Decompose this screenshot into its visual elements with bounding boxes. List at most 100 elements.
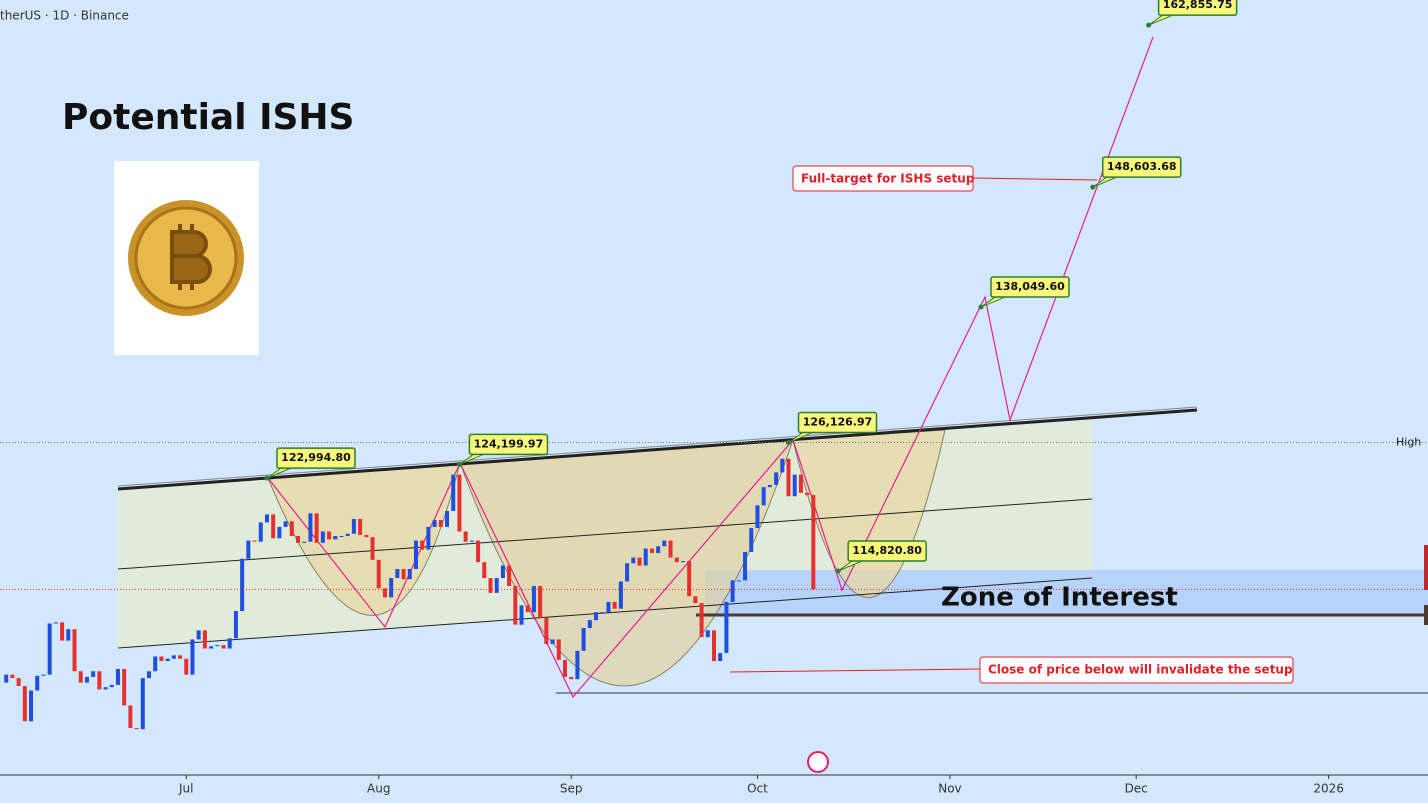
candle <box>730 580 735 602</box>
candle <box>147 671 152 679</box>
channel-mid <box>117 498 1093 570</box>
candle <box>699 603 704 638</box>
candle <box>60 622 65 641</box>
chart-title: Potential ISHS <box>62 97 354 138</box>
candle <box>519 605 524 625</box>
candle <box>227 638 232 649</box>
candle <box>445 511 450 527</box>
candle <box>358 518 363 535</box>
candle <box>122 668 127 706</box>
candle <box>382 588 387 598</box>
candle <box>84 676 89 683</box>
candle <box>308 513 313 542</box>
candle <box>420 540 425 550</box>
candle <box>780 458 785 473</box>
candle <box>47 623 52 675</box>
candle <box>600 612 605 614</box>
candle <box>693 596 698 604</box>
candle <box>494 578 499 593</box>
zone-label: Zone of Interest <box>941 583 1178 613</box>
candle <box>507 565 512 587</box>
candle <box>544 617 549 644</box>
price-label: 162,855.75 <box>1163 0 1233 11</box>
candle <box>500 565 505 579</box>
candle <box>178 655 183 659</box>
note-box <box>979 656 1294 684</box>
candle <box>202 630 207 649</box>
candle <box>140 678 145 730</box>
candle <box>271 514 276 539</box>
candle <box>109 684 114 688</box>
symbol-label: therUS · 1D · Binance <box>0 9 129 23</box>
candle <box>482 562 487 579</box>
candle <box>215 645 220 647</box>
price-label: 122,994.80 <box>281 451 351 464</box>
candle <box>339 536 344 538</box>
candle <box>115 668 120 685</box>
label-box <box>797 411 878 434</box>
candle <box>29 690 34 722</box>
label-box <box>1157 0 1238 16</box>
candle <box>277 526 282 539</box>
invalid-connector <box>729 668 981 673</box>
x-tick-label: Nov <box>938 782 961 796</box>
candle <box>569 676 574 680</box>
price-label: 138,049.60 <box>995 280 1065 293</box>
coin-symbol <box>170 224 212 290</box>
candle <box>327 531 332 540</box>
high-label: High <box>1396 436 1421 449</box>
candle <box>314 513 319 543</box>
candle <box>351 518 356 534</box>
target-connector <box>972 177 1098 181</box>
candle <box>531 586 536 613</box>
candle <box>407 568 412 580</box>
candle <box>581 628 586 651</box>
candle <box>345 533 350 537</box>
candle <box>618 581 623 609</box>
candle <box>798 474 803 493</box>
candle <box>724 601 729 654</box>
candle <box>190 639 195 675</box>
zone-rect <box>705 570 1428 615</box>
candle <box>97 671 102 690</box>
candle <box>283 521 288 527</box>
candle <box>153 656 158 672</box>
x-tick-label: Sep <box>560 782 583 796</box>
candle <box>333 536 338 540</box>
candle <box>159 656 164 662</box>
label-box <box>468 433 549 456</box>
candle <box>128 705 133 729</box>
candle <box>134 728 139 730</box>
label-box <box>847 540 927 562</box>
x-tick-label: Aug <box>367 782 390 796</box>
candle <box>53 622 58 624</box>
candle <box>625 563 630 582</box>
candle <box>687 561 692 597</box>
candle <box>22 686 27 722</box>
candle <box>656 546 661 554</box>
candle <box>712 630 716 662</box>
candle <box>743 551 748 581</box>
candle <box>320 531 325 543</box>
invalid-note: Close of price below will invalidate the… <box>988 663 1293 677</box>
candle <box>562 659 567 677</box>
candle <box>16 678 21 687</box>
candle <box>376 559 381 589</box>
candle <box>643 548 648 566</box>
candle <box>469 540 474 542</box>
candle <box>401 568 406 580</box>
candle <box>209 646 214 649</box>
candle <box>370 537 375 560</box>
marks <box>0 442 1428 730</box>
candle <box>302 541 307 543</box>
candle <box>612 601 617 609</box>
candle <box>196 630 201 640</box>
candle <box>451 474 456 512</box>
candle <box>395 568 400 579</box>
note-box <box>792 165 974 192</box>
candle <box>792 474 797 497</box>
candle <box>668 540 673 558</box>
candle <box>296 536 301 543</box>
